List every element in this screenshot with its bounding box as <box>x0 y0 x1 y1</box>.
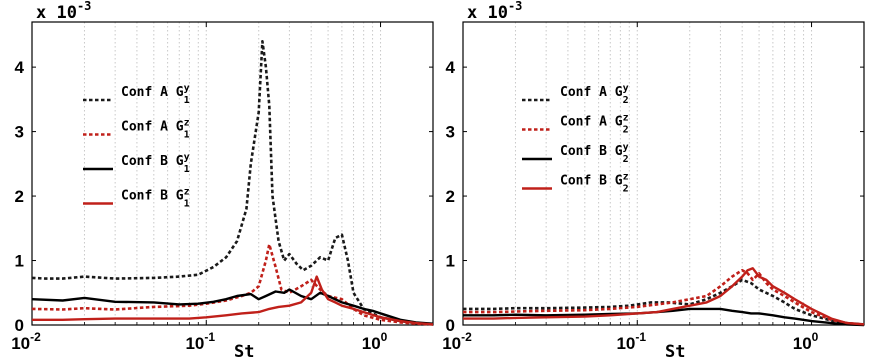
x-tick-label: 100 <box>362 330 388 353</box>
y-tick-label: 2 <box>15 187 24 206</box>
y-tick-label: 3 <box>446 123 455 142</box>
x-tick-label: 10-1 <box>185 330 215 353</box>
y-tick-label: 4 <box>446 58 456 77</box>
legend-label-2: Conf A Gz 1 <box>121 118 190 141</box>
y-tick-label: 4 <box>15 58 25 77</box>
y-scale-label: x 10-3 <box>36 0 91 23</box>
legend-label-3: Conf B Gy 2 <box>560 142 629 165</box>
series-4-line <box>32 275 434 326</box>
legend-label-3: Conf B Gy 1 <box>121 152 190 175</box>
y-scale-label: x 10-3 <box>467 0 522 23</box>
y-tick-label: 3 <box>15 123 24 142</box>
series-3-line <box>463 307 865 327</box>
y-tick-label: 2 <box>446 187 455 206</box>
y-tick-label: 1 <box>446 252 455 271</box>
x-axis-label: St <box>234 342 254 362</box>
series-2-line <box>463 268 865 326</box>
x-tick-label: 100 <box>793 330 819 353</box>
legend-label-1: Conf A Gy 1 <box>121 83 190 106</box>
x-axis-label: St <box>665 342 685 362</box>
y-tick-label: 0 <box>446 316 455 335</box>
legend-label-2: Conf A Gz 2 <box>560 113 629 136</box>
series-1-line <box>463 278 865 326</box>
plot-frame <box>31 21 434 326</box>
legend: Conf A Gy 1 Conf A Gz 1 Conf B Gy 1 Conf B Gz 1 <box>83 83 190 210</box>
legend: Conf A Gy 2 Conf A Gz 2 Conf B Gy 2 Conf B Gz 2 <box>522 83 629 195</box>
x-tick-label: 10-1 <box>616 330 646 353</box>
x-tick-label: 10-2 <box>442 330 472 353</box>
series-1-line <box>31 39 434 326</box>
legend-label-4: Conf B Gz 2 <box>560 172 629 195</box>
legend-label-4: Conf B Gz 1 <box>121 187 190 210</box>
series-3-line <box>31 288 434 325</box>
y-tick-label: 1 <box>15 252 24 271</box>
y-tick-label: 0 <box>15 316 24 335</box>
series-2-line <box>31 243 434 326</box>
plot-frame <box>462 21 865 326</box>
series-4-line <box>463 267 865 326</box>
legend-label-1: Conf A Gy 2 <box>560 83 629 106</box>
x-tick-label: 10-2 <box>11 330 41 353</box>
